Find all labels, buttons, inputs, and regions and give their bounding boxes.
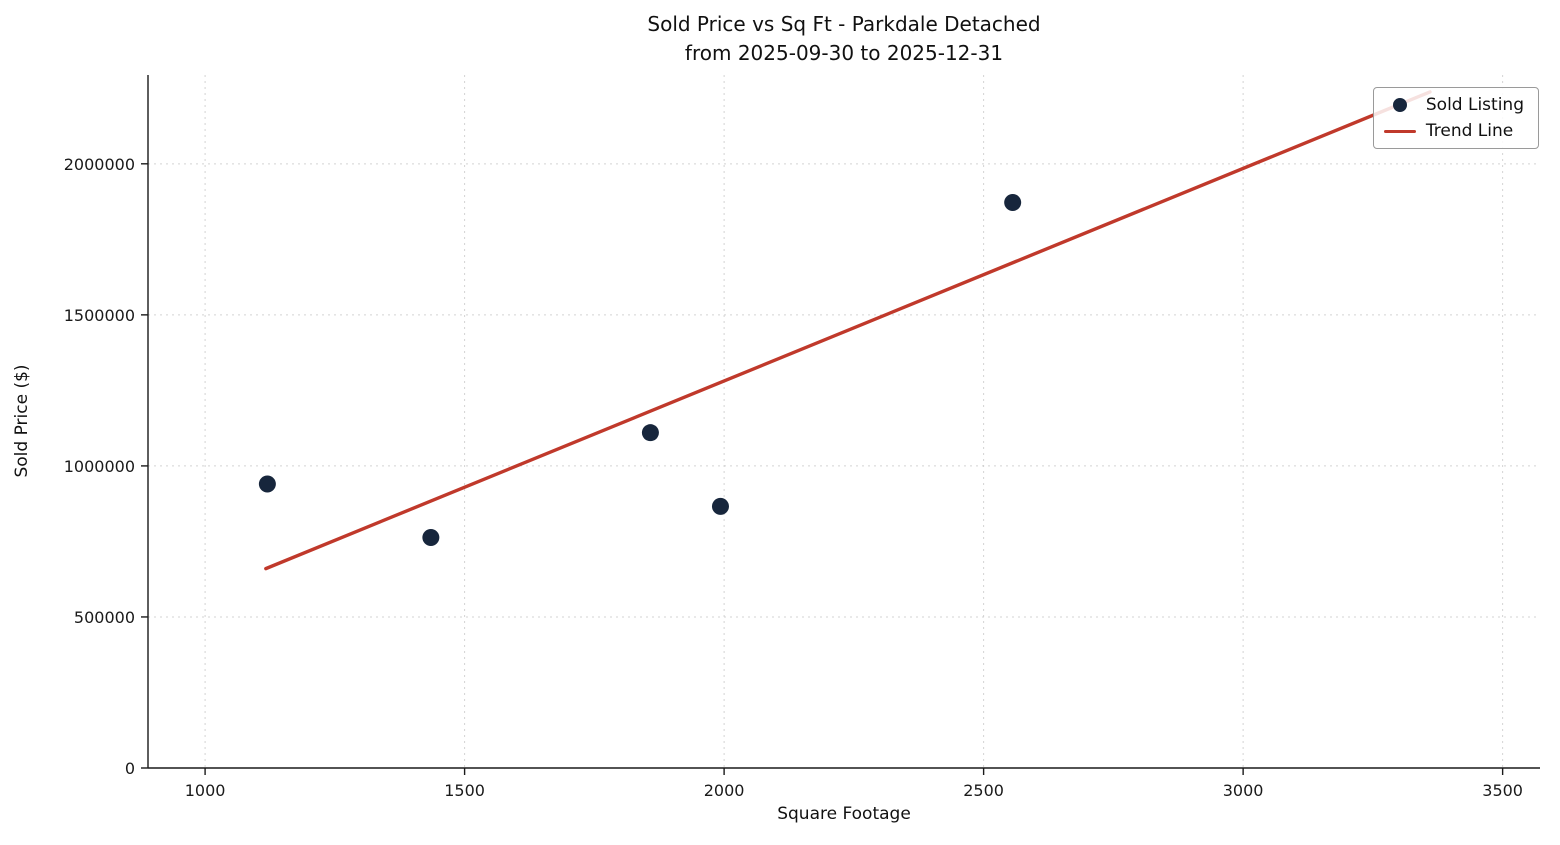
legend-label-trend-line: Trend Line — [1425, 121, 1514, 141]
y-tick-label: 1500000 — [64, 306, 135, 325]
x-tick-label: 1500 — [444, 781, 485, 800]
chart-subtitle: from 2025-09-30 to 2025-12-31 — [684, 41, 1004, 65]
legend-marker-slot — [1384, 98, 1416, 112]
y-tick-label: 0 — [125, 759, 135, 778]
legend: Sold Listing Trend Line — [1372, 87, 1539, 149]
scatter-point — [1004, 193, 1022, 211]
chart-title: Sold Price vs Sq Ft - Parkdale Detached — [647, 12, 1041, 36]
x-axis-label: Square Footage — [777, 804, 911, 824]
y-tick-label: 500000 — [74, 608, 135, 627]
legend-item-sold-listing: Sold Listing — [1384, 95, 1524, 115]
scatter-point — [711, 497, 729, 515]
chart-title-block: Sold Price vs Sq Ft - Parkdale Detached … — [148, 10, 1540, 68]
legend-item-trend-line: Trend Line — [1383, 121, 1524, 141]
trend-line — [264, 90, 1432, 571]
y-axis-label-text: Sold Price ($) — [12, 364, 32, 478]
x-tick-label: 2500 — [963, 781, 1004, 800]
x-tick-label: 1000 — [185, 781, 226, 800]
scatter-point — [422, 529, 440, 547]
line-marker-icon — [1383, 129, 1416, 133]
legend-label-sold-listing: Sold Listing — [1425, 95, 1524, 115]
scatter-point — [641, 424, 659, 442]
legend-marker-slot — [1383, 129, 1416, 133]
scatter-marker-icon — [1392, 98, 1407, 112]
x-tick-label: 3500 — [1482, 781, 1523, 800]
scatter-point — [258, 475, 276, 493]
y-tick-label: 2000000 — [64, 155, 135, 174]
y-tick-label: 1000000 — [64, 457, 135, 476]
x-tick-label: 3000 — [1223, 781, 1264, 800]
x-tick-label: 2000 — [704, 781, 745, 800]
